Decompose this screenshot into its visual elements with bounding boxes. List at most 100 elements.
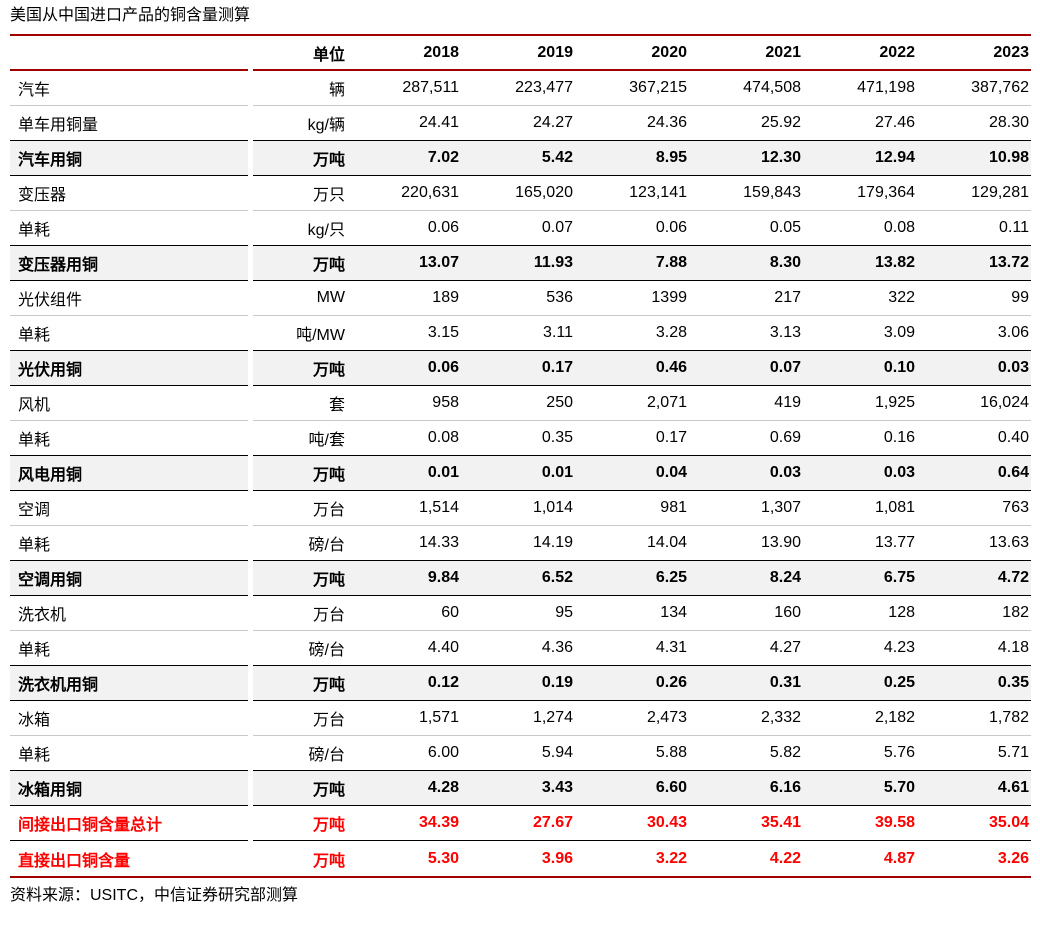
col-header-year: 2021 (689, 36, 803, 71)
row-value: 14.04 (575, 526, 689, 561)
row-value: 160 (689, 596, 803, 631)
row-value: 123,141 (575, 176, 689, 211)
row-label: 风机 (10, 386, 248, 421)
row-value: 16,024 (917, 386, 1031, 421)
row-unit: 万吨 (253, 246, 347, 281)
row-value: 2,182 (803, 701, 917, 736)
row-value: 958 (347, 386, 461, 421)
row-value: 0.03 (917, 351, 1031, 386)
row-value: 5.70 (803, 771, 917, 806)
row-value: 5.42 (461, 141, 575, 176)
table-row: 变压器 万只 220,631 165,020 123,141 159,843 179,364… (10, 176, 1031, 211)
row-unit: 磅/台 (253, 526, 347, 561)
row-unit: MW (253, 281, 347, 316)
row-value: 0.35 (917, 666, 1031, 701)
row-value: 12.30 (689, 141, 803, 176)
row-value: 4.22 (769, 849, 801, 867)
row-value: 0.08 (347, 421, 461, 456)
table-header: 单位 2018 2019 2020 2021 2022 2023 (10, 36, 1031, 71)
row-value: 3.22 (655, 849, 687, 867)
table-row: 空调 万台 1,514 1,014 981 1,307 1,081 763 (10, 491, 1031, 526)
row-label: 单耗 (10, 211, 248, 246)
row-value: 24.27 (461, 106, 575, 141)
row-value: 4.40 (347, 631, 461, 666)
row-value: 1,014 (461, 491, 575, 526)
table-row: 空调用铜 万吨 9.84 6.52 6.25 8.24 6.75 4.72 (10, 561, 1031, 596)
row-value: 24.41 (347, 106, 461, 141)
row-value: 0.11 (917, 211, 1031, 246)
row-label: 间接出口铜含量总计 (10, 806, 248, 841)
row-value: 223,477 (461, 71, 575, 106)
row-value: 30.43 (575, 806, 689, 841)
row-unit: 万吨 (253, 806, 347, 841)
row-value: 14.33 (347, 526, 461, 561)
row-value: 8.95 (575, 141, 689, 176)
row-unit: kg/辆 (253, 106, 347, 141)
row-value: 3.13 (689, 316, 803, 351)
row-value: 0.17 (461, 351, 575, 386)
row-unit: 吨/套 (253, 421, 347, 456)
row-value: 250 (461, 386, 575, 421)
row-label: 汽车 (10, 71, 248, 106)
row-unit: 吨/MW (253, 316, 347, 351)
row-label: 单耗 (10, 736, 248, 771)
row-value: 1,925 (803, 386, 917, 421)
row-value: 7.88 (575, 246, 689, 281)
row-value: 6.75 (803, 561, 917, 596)
row-value: 35.04 (917, 806, 1031, 841)
table-row: 汽车辆 287,511 223,477 367,215 474,508 471,198 38… (10, 71, 1031, 106)
col-header-product (10, 36, 248, 71)
row-value: 763 (917, 491, 1031, 526)
row-value: 14.19 (461, 526, 575, 561)
row-value: 0.05 (689, 211, 803, 246)
row-value: 0.04 (575, 456, 689, 491)
row-value: 5.76 (803, 736, 917, 771)
table-row: 单耗 磅/台 14.33 14.19 14.04 13.90 13.77 13.63 (10, 526, 1031, 561)
row-value: 1,782 (917, 701, 1031, 736)
row-value: 179,364 (803, 176, 917, 211)
row-label: 冰箱 (10, 701, 248, 736)
table-row: 光伏用铜 万吨 0.06 0.17 0.46 0.07 0.10 0.03 (10, 351, 1031, 386)
row-value: 13.07 (347, 246, 461, 281)
row-value: 8.24 (689, 561, 803, 596)
col-header-year: 2018 (347, 36, 461, 71)
row-unit: kg/只 (253, 211, 347, 246)
row-value: 0.01 (347, 456, 461, 491)
row-value: 287,511 (347, 71, 461, 106)
row-value: 0.12 (347, 666, 461, 701)
row-value: 27.46 (803, 106, 917, 141)
table-row: 单耗 吨/MW 3.15 3.11 3.28 3.13 3.09 3.06 (10, 316, 1031, 351)
row-value: 4.36 (461, 631, 575, 666)
row-value: 4.61 (917, 771, 1031, 806)
row-value: 5.71 (917, 736, 1031, 771)
row-value: 387,762 (917, 71, 1031, 106)
row-value: 13.90 (689, 526, 803, 561)
row-value: 0.19 (461, 666, 575, 701)
table-row: 间接出口铜含量总计 万吨 34.39 27.67 30.43 35.41 39.58 35.0… (10, 806, 1031, 841)
row-label: 空调用铜 (10, 561, 248, 596)
row-value: 3.15 (347, 316, 461, 351)
row-value: 1,081 (803, 491, 917, 526)
row-value: 5.30 (427, 849, 459, 867)
row-value: 0.64 (917, 456, 1031, 491)
row-value: 0.03 (689, 456, 803, 491)
table-row: 冰箱 万台 1,571 1,274 2,473 2,332 2,182 1,782 (10, 701, 1031, 736)
row-value: 5.94 (461, 736, 575, 771)
row-value: 4.72 (917, 561, 1031, 596)
row-label: 洗衣机 (10, 596, 248, 631)
table-row: 单耗 磅/台 4.40 4.36 4.31 4.27 4.23 4.18 (10, 631, 1031, 666)
copper-content-table: 单位 2018 2019 2020 2021 2022 2023 汽车辆 287,511 223… (10, 34, 1031, 878)
row-unit: 万只 (253, 176, 347, 211)
row-value: 13.63 (917, 526, 1031, 561)
row-unit: 万台 (253, 701, 347, 736)
table-row: 冰箱用铜 万吨 4.28 3.43 6.60 6.16 5.70 4.61 (10, 771, 1031, 806)
row-unit: 万台 (253, 491, 347, 526)
row-value: 24.36 (575, 106, 689, 141)
row-label: 光伏用铜 (10, 351, 248, 386)
row-value: 165,020 (461, 176, 575, 211)
row-unit: 辆 (253, 71, 347, 106)
row-value: 5.88 (575, 736, 689, 771)
row-value: 3.26 (997, 849, 1029, 867)
row-value: 182 (917, 596, 1031, 631)
row-value: 1,514 (347, 491, 461, 526)
